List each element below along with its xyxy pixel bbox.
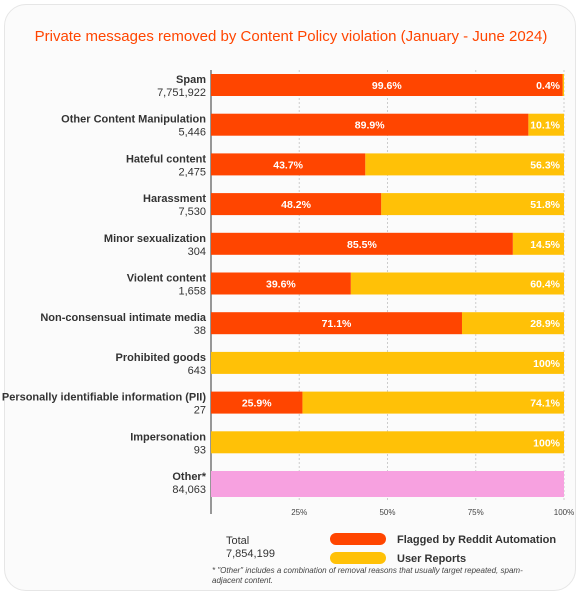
category-label: Minor sexualization (104, 233, 206, 245)
legend-swatch (330, 533, 386, 545)
bar-user-reports (211, 431, 564, 454)
bar-label-automation: 39.6% (266, 279, 296, 291)
bar-label-user-reports: 0.4% (536, 80, 561, 92)
bar-label-user-reports: 56.3% (530, 159, 560, 171)
bar-label-automation: 25.9% (242, 398, 272, 410)
category-count: 5,446 (178, 127, 206, 139)
x-tick-label: 50% (379, 508, 395, 517)
bar-label-automation: 71.1% (322, 318, 352, 330)
bar-label-user-reports: 100% (533, 437, 561, 449)
chart-title: Private messages removed by Content Poli… (34, 28, 548, 45)
category-count: 84,063 (172, 484, 206, 496)
bar-user-reports (365, 153, 564, 176)
bar-label-user-reports: 74.1% (530, 398, 560, 410)
bar-label-user-reports: 14.5% (530, 239, 560, 251)
x-tick-label: 25% (291, 508, 307, 517)
category-count: 38 (194, 325, 206, 337)
category-label: Impersonation (130, 431, 206, 443)
bar-automation (211, 232, 513, 255)
category-label: Violent content (127, 273, 207, 285)
bar-label-user-reports: 60.4% (530, 279, 560, 291)
bar-user-reports (512, 232, 564, 255)
bar-automation (211, 391, 303, 414)
bar-user-reports (350, 272, 564, 295)
bar-label-user-reports: 28.9% (530, 318, 560, 330)
category-label: Spam (176, 74, 206, 86)
bar-user-reports (528, 113, 564, 136)
bar-label-user-reports: 10.1% (530, 120, 560, 132)
bar-label-automation: 89.9% (355, 120, 385, 132)
category-count: 27 (194, 405, 206, 417)
bar-other (211, 471, 564, 497)
category-count: 7,530 (178, 206, 206, 218)
bar-label-user-reports: 51.8% (530, 199, 560, 211)
category-count: 304 (188, 246, 206, 258)
bar-label-user-reports: 100% (533, 358, 561, 370)
bar-user-reports (461, 312, 564, 335)
bar-user-reports (211, 351, 564, 374)
category-label: Hateful content (126, 153, 206, 165)
legend-label: User Reports (397, 553, 466, 565)
category-count: 7,751,922 (157, 87, 206, 99)
category-count: 93 (194, 444, 206, 456)
category-label: Prohibited goods (116, 352, 206, 364)
bar-label-automation: 99.6% (372, 80, 402, 92)
category-count: 2,475 (178, 166, 206, 178)
category-label: Harassment (143, 193, 206, 205)
category-label: Personally identifiable information (PII… (2, 392, 206, 404)
bar-automation (211, 312, 462, 335)
x-tick-label: 100% (554, 508, 574, 517)
legend-label: Flagged by Reddit Automation (397, 534, 556, 546)
footnote: * "Other" includes a combination of remo… (212, 566, 523, 585)
category-label: Non-consensual intimate media (40, 312, 207, 324)
category-label: Other Content Manipulation (61, 114, 206, 126)
bar-automation (211, 193, 382, 216)
bar-automation (211, 272, 351, 295)
bar-automation (211, 153, 366, 176)
category-count: 1,658 (178, 286, 206, 298)
legend-swatch (330, 552, 386, 564)
bar-user-reports (302, 391, 564, 414)
bar-label-automation: 85.5% (347, 239, 377, 251)
bar-label-automation: 43.7% (273, 159, 303, 171)
bar-user-reports (381, 193, 564, 216)
total-label: Total (226, 535, 249, 547)
total-value: 7,854,199 (226, 548, 275, 560)
x-tick-label: 75% (468, 508, 484, 517)
bar-user-reports (562, 74, 564, 96)
bar-automation (211, 74, 563, 96)
bar-automation (211, 113, 529, 136)
category-label: Other* (172, 471, 206, 483)
category-count: 643 (188, 365, 206, 377)
bar-label-automation: 48.2% (281, 199, 311, 211)
